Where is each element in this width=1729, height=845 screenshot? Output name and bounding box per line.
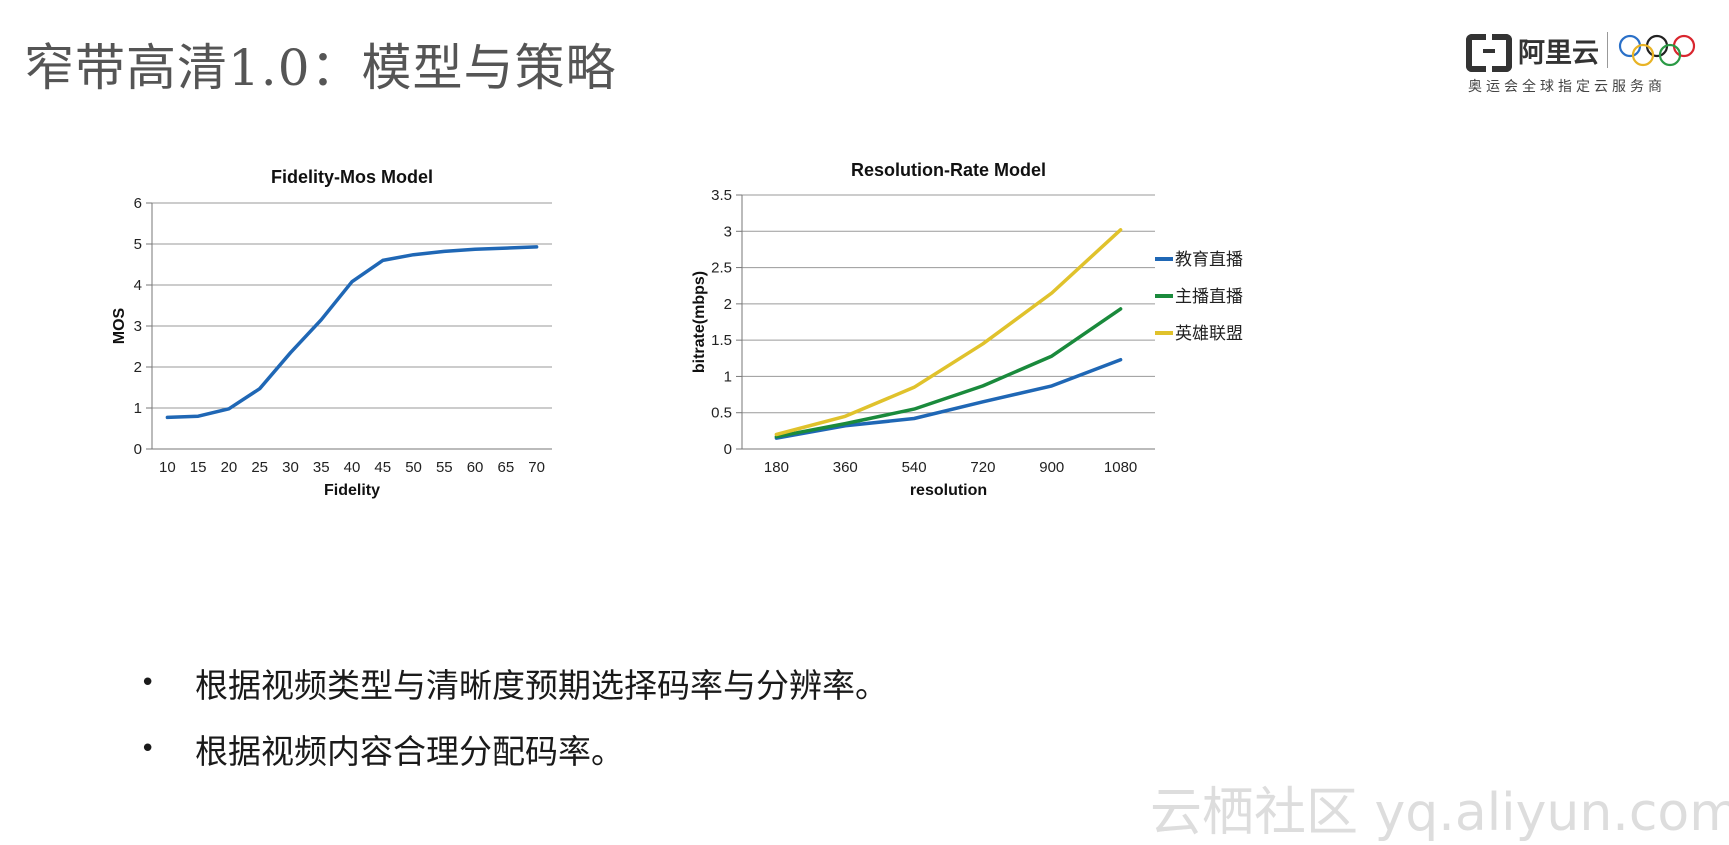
x-tick-label: 15 (190, 459, 207, 476)
x-tick-label: 360 (833, 459, 858, 476)
slide-title: 窄带高清1.0：模型与策略 (24, 39, 617, 97)
legend-label: 教育直播 (1175, 250, 1243, 269)
x-tick-label: 60 (467, 459, 484, 476)
y-tick-label: 1 (724, 368, 732, 385)
y-tick-label: 3 (134, 318, 142, 335)
y-tick-label: 2 (134, 359, 142, 376)
x-tick-label: 70 (528, 459, 545, 476)
x-tick-label: 50 (405, 459, 422, 476)
x-tick-label: 720 (970, 459, 995, 476)
bullet-list: • 根据视频类型与清晰度预期选择码率与分辨率。 • 根据视频内容合理分配码率。 (140, 650, 888, 782)
x-axis-label: resolution (910, 482, 987, 499)
series-line (774, 357, 1123, 440)
y-tick-label: 1 (134, 400, 142, 417)
logo-brand-name: 阿里云 (1518, 37, 1599, 69)
x-tick-label: 35 (313, 459, 330, 476)
series-line (774, 307, 1123, 439)
bullet-dot: • (140, 734, 156, 764)
series-line (774, 228, 1123, 437)
y-tick-label: 0.5 (711, 405, 732, 422)
y-tick-label: 0 (724, 441, 732, 458)
y-tick-label: 1.5 (711, 332, 732, 349)
bullet-item: • 根据视频内容合理分配码率。 (140, 716, 888, 782)
logo-tagline: 奥运会全球指定云服务商 (1468, 79, 1666, 95)
series-line (165, 245, 539, 420)
legend-label: 主播直播 (1175, 287, 1243, 306)
y-tick-label: 6 (134, 195, 142, 212)
y-tick-label: 3.5 (711, 187, 732, 204)
x-tick-label: 10 (159, 459, 176, 476)
y-tick-label: 2.5 (711, 260, 732, 277)
logo-divider (1607, 32, 1608, 68)
watermark: 云栖社区 yq.aliyun.com (1150, 783, 1729, 843)
x-tick-label: 180 (764, 459, 789, 476)
bullet-text: 根据视频类型与清晰度预期选择码率与分辨率。 (195, 666, 888, 705)
x-tick-label: 45 (374, 459, 391, 476)
y-tick-label: 3 (724, 223, 732, 240)
chart-title: Fidelity-Mos Model (271, 167, 433, 187)
y-tick-label: 2 (724, 296, 732, 313)
olympic-rings-icon (1618, 34, 1696, 67)
x-tick-label: 1080 (1104, 459, 1137, 476)
bullet-item: • 根据视频类型与清晰度预期选择码率与分辨率。 (140, 650, 888, 716)
x-tick-label: 40 (344, 459, 361, 476)
y-axis-label: MOS (111, 307, 128, 344)
y-tick-label: 5 (134, 236, 142, 253)
y-tick-label: 4 (134, 277, 142, 294)
x-tick-label: 55 (436, 459, 453, 476)
bullet-dot: • (140, 668, 156, 698)
x-tick-label: 30 (282, 459, 299, 476)
bullet-text: 根据视频内容合理分配码率。 (195, 732, 624, 771)
aliyun-logo: 阿里云 奥运会全球指定云服务商 (1466, 30, 1706, 100)
y-tick-label: 0 (134, 441, 142, 458)
x-tick-label: 25 (251, 459, 268, 476)
x-tick-label: 20 (221, 459, 238, 476)
resolution-rate-chart: Resolution-Rate Model 0 0.5 1 1.5 2 2.5 3 3.5 180… (691, 160, 1243, 499)
x-axis-label: Fidelity (324, 482, 380, 499)
chart-title: Resolution-Rate Model (851, 160, 1046, 180)
y-axis-label: bitrate(mbps) (691, 271, 708, 373)
x-tick-label: 900 (1039, 459, 1064, 476)
x-tick-label: 65 (498, 459, 515, 476)
aliyun-logo-icon (1466, 34, 1512, 72)
x-tick-label: 540 (902, 459, 927, 476)
legend-label: 英雄联盟 (1175, 324, 1243, 343)
